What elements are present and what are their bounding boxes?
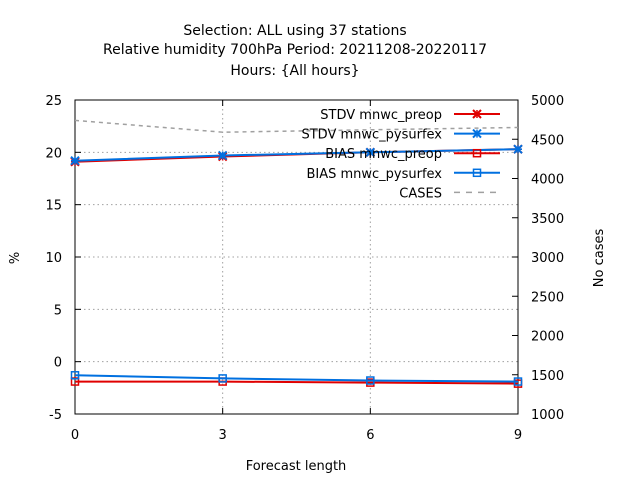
legend-label: BIAS mnwc_preop — [325, 147, 442, 162]
legend-entry: STDV mnwc_preop — [320, 108, 500, 123]
x-tick-label: 3 — [219, 428, 227, 443]
legend: STDV mnwc_preop STDV mnwc_pysurfex BIAS mn… — [301, 108, 500, 201]
y2-tick-label: 4000 — [531, 173, 564, 188]
legend-entry: BIAS mnwc_pysurfex — [306, 167, 500, 182]
series-line — [74, 148, 519, 162]
y-axis-label: % — [8, 252, 23, 264]
legend-label: CASES — [399, 186, 442, 201]
y-tick-label: -5 — [49, 408, 62, 423]
y-tick-label: 10 — [45, 251, 62, 266]
legend-marker — [472, 128, 482, 139]
legend-marker — [472, 168, 482, 178]
legend-label: BIAS mnwc_pysurfex — [306, 167, 442, 182]
y2-tick-label: 1000 — [531, 408, 564, 423]
data-point — [365, 147, 376, 158]
legend-marker — [472, 109, 482, 119]
data-point — [513, 377, 523, 386]
y-tick-label: 20 — [45, 146, 62, 161]
data-point — [70, 155, 80, 166]
legend-label: STDV mnwc_pysurfex — [301, 128, 442, 143]
series-line — [74, 374, 519, 383]
series-3 — [70, 371, 523, 386]
data-point — [366, 376, 375, 385]
legend-marker — [472, 148, 482, 158]
data-point — [217, 150, 228, 161]
series-layer — [70, 119, 523, 388]
data-point — [70, 371, 80, 380]
axes: -5 0 5 10 15 20 25 0 3 6 9 1000 1500 2000 2500 3000 3500… — [45, 94, 564, 443]
y2-tick-label: 2500 — [531, 290, 564, 305]
y2-tick-label: 3500 — [531, 212, 564, 227]
y2-tick-label: 2000 — [531, 330, 564, 345]
title-line-3: Hours: {All hours} — [230, 63, 359, 79]
series-0 — [70, 144, 523, 167]
legend-label: STDV mnwc_preop — [320, 108, 442, 123]
series-line — [75, 380, 519, 385]
legend-entry: BIAS mnwc_preop — [325, 147, 500, 162]
series-4 — [74, 119, 519, 133]
data-point — [513, 144, 523, 154]
y-tick-label: 25 — [45, 94, 62, 109]
plot-frame — [74, 99, 519, 415]
y-tick-label: 5 — [54, 303, 62, 318]
series-1 — [70, 144, 523, 166]
x-tick-label: 6 — [366, 428, 374, 443]
y2-tick-label: 1500 — [531, 369, 564, 384]
title-line-2: Relative humidity 700hPa Period: 2021120… — [103, 42, 487, 58]
series-line — [74, 119, 519, 133]
data-point — [218, 374, 227, 383]
title-line-1: Selection: ALL using 37 stations — [183, 23, 406, 39]
y-tick-label: 0 — [54, 356, 62, 371]
y2-tick-label: 4500 — [531, 133, 564, 148]
y2-axis-label: No cases — [592, 229, 607, 288]
grid — [75, 100, 518, 414]
y-tick-label: 15 — [45, 199, 62, 214]
y2-tick-label: 3000 — [531, 251, 564, 266]
legend-entry: CASES — [399, 186, 500, 201]
chart-title: Selection: ALL using 37 stations Relativ… — [103, 23, 487, 79]
legend-entry: STDV mnwc_pysurfex — [301, 128, 500, 143]
y2-tick-label: 5000 — [531, 94, 564, 109]
x-tick-label: 0 — [71, 428, 79, 443]
x-tick-label: 9 — [514, 428, 522, 443]
x-axis-label: Forecast length — [246, 459, 347, 474]
